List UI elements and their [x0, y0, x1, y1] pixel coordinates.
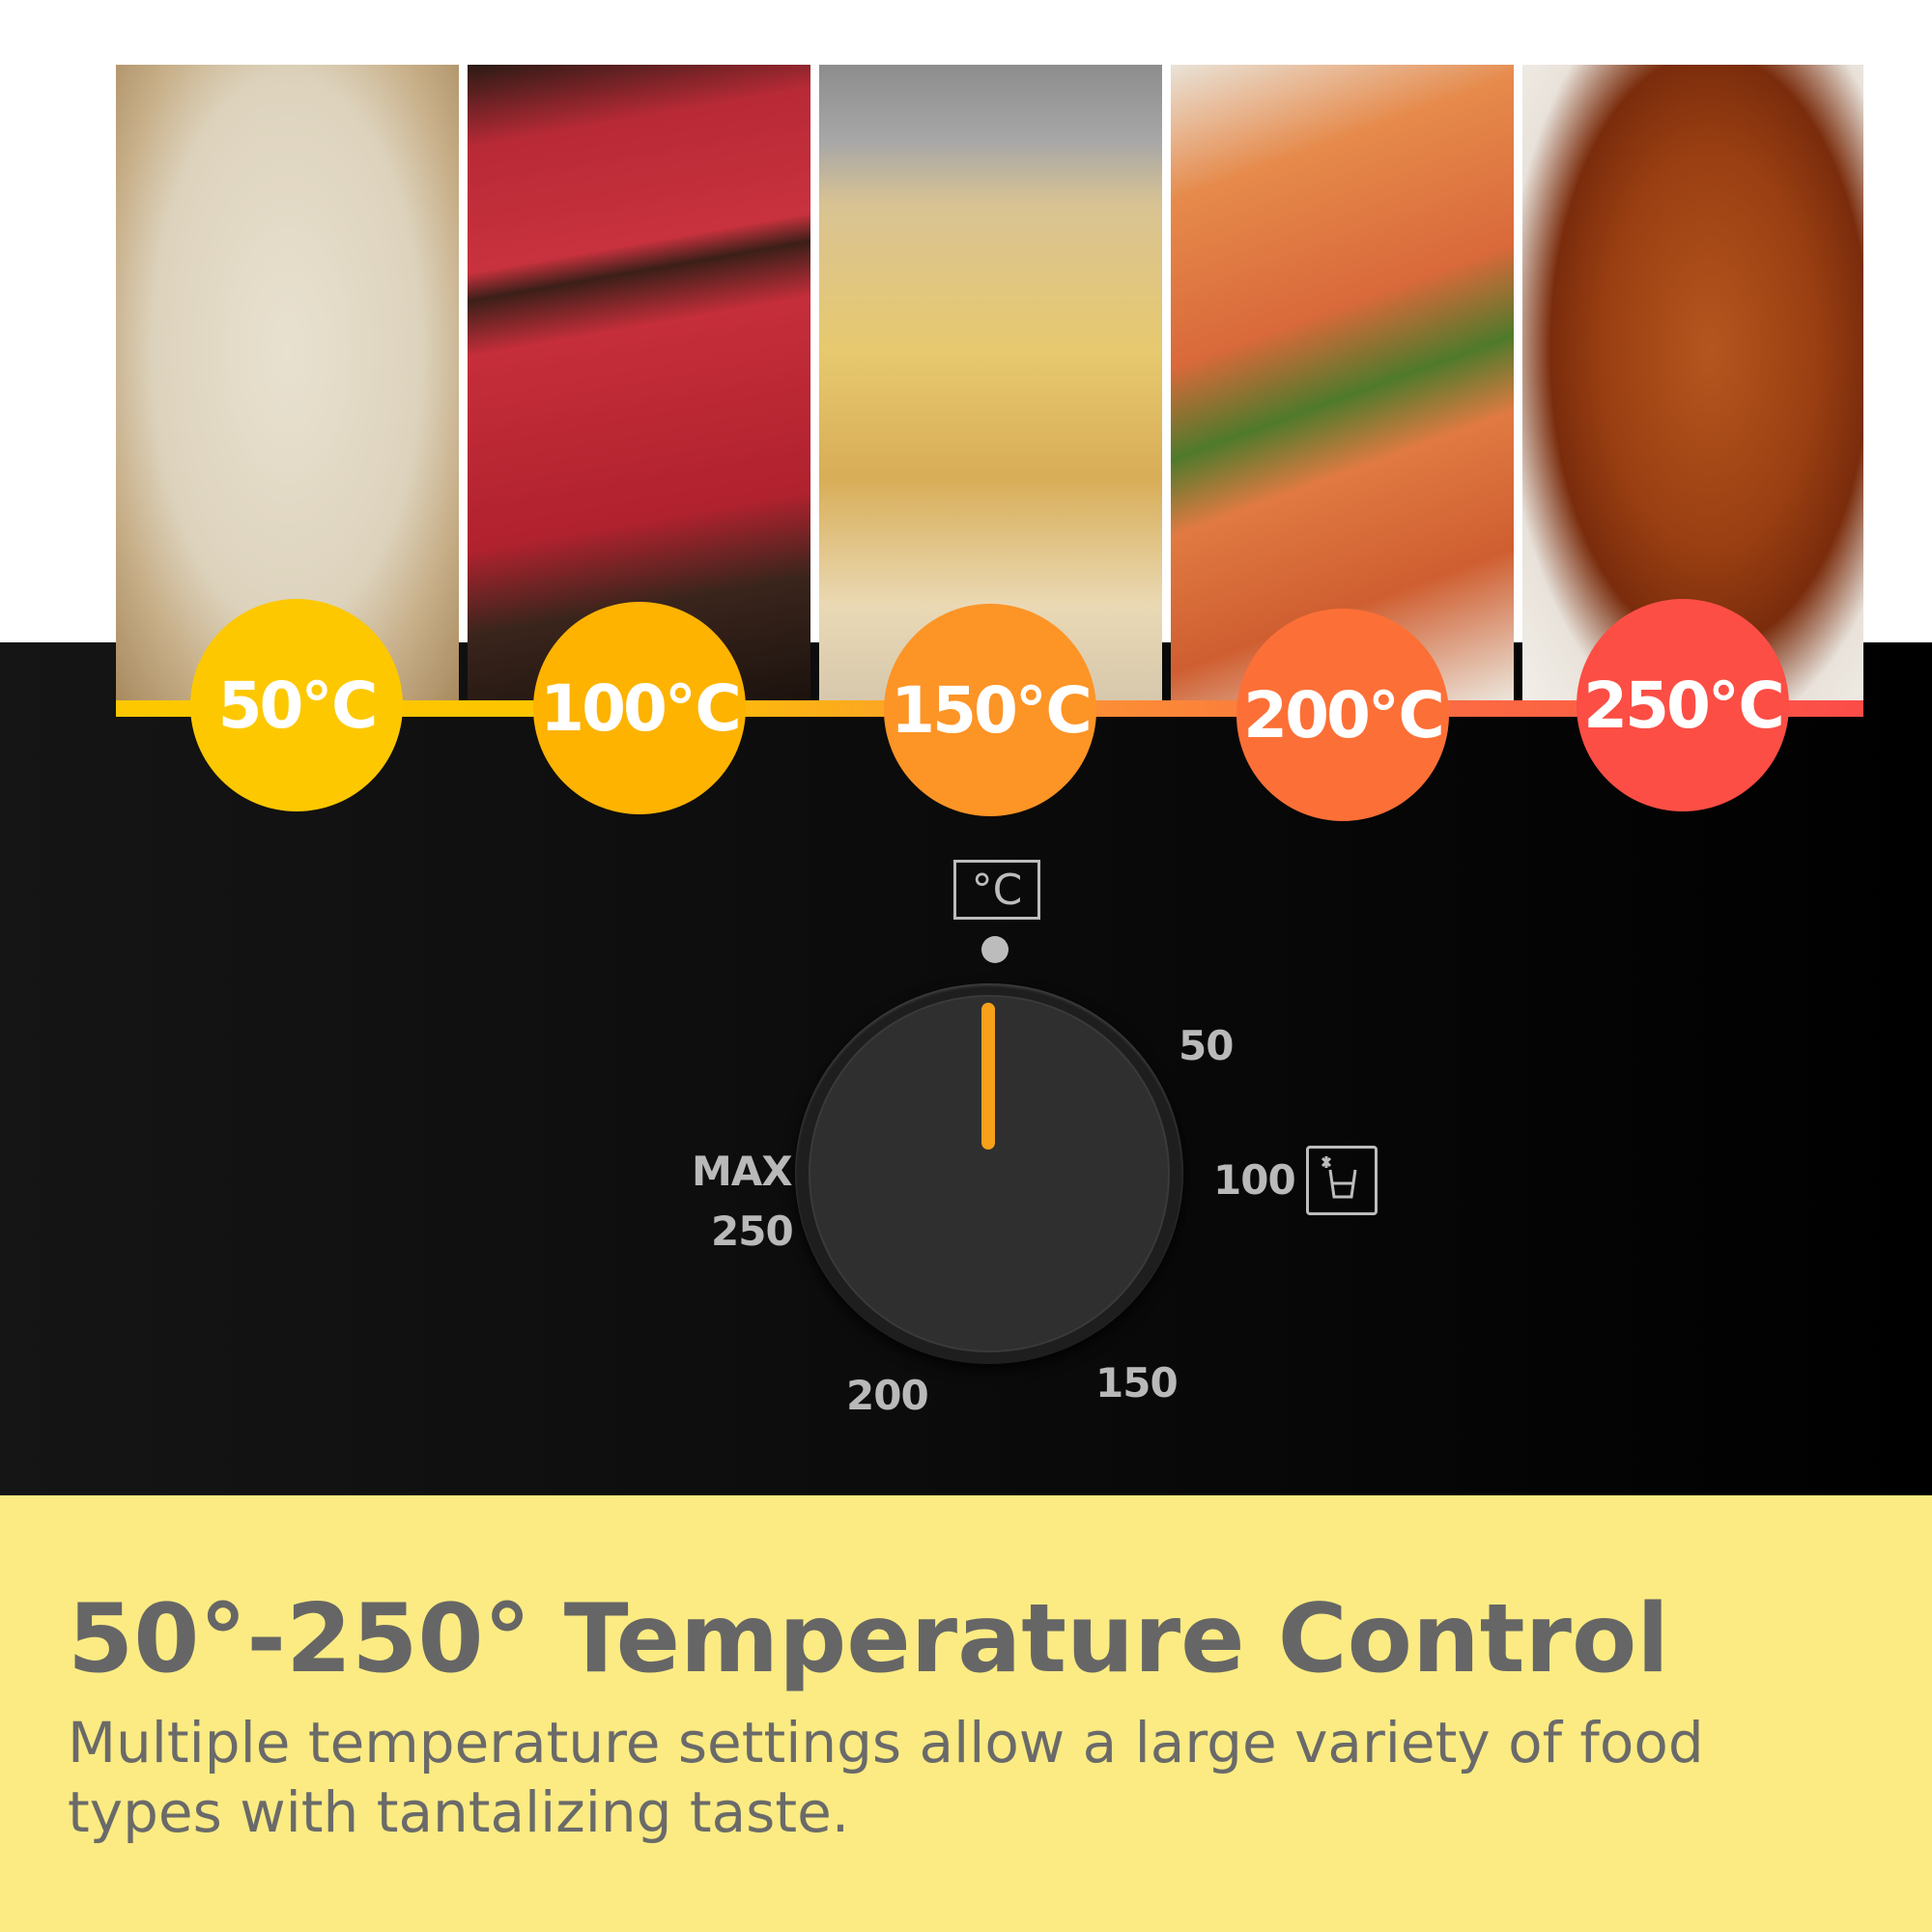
badge-200c: 200℃: [1236, 609, 1449, 821]
badge-label: 150℃: [891, 672, 1093, 748]
unit-label: °C: [971, 865, 1023, 915]
cup-defrost-icon: [1306, 1146, 1378, 1215]
badge-250c: 250℃: [1577, 599, 1789, 811]
dial-mark-max: MAX: [692, 1148, 793, 1195]
footer-banner: [0, 1495, 1932, 1932]
dial-mark-100: 100: [1213, 1156, 1296, 1204]
dial-mark-250: 250: [711, 1208, 794, 1255]
badge-label: 100℃: [540, 670, 742, 746]
description: Multiple temperature settings allow a la…: [68, 1710, 1704, 1845]
dial-reference-dot: [981, 936, 1009, 963]
badge-50c: 50℃: [190, 599, 403, 811]
dial-mark-50: 50: [1179, 1022, 1234, 1069]
badge-label: 250℃: [1583, 668, 1785, 743]
photo-steak: [468, 65, 810, 700]
headline: 50°-250° Temperature Control: [68, 1584, 1669, 1694]
badge-label: 200℃: [1243, 677, 1445, 753]
badge-100c: 100℃: [533, 602, 746, 814]
photo-chicken: [1522, 65, 1863, 700]
badge-150c: 150℃: [884, 604, 1096, 816]
photo-salmon: [1171, 65, 1514, 700]
badge-label: 50℃: [217, 668, 379, 743]
unit-box: °C: [953, 860, 1040, 920]
dial-mark-150: 150: [1095, 1359, 1179, 1406]
dial-mark-200: 200: [846, 1372, 929, 1419]
photo-bread: [819, 65, 1162, 700]
knob-indicator: [981, 1003, 995, 1150]
photo-dough: [116, 65, 459, 700]
temperature-knob[interactable]: [795, 983, 1183, 1364]
